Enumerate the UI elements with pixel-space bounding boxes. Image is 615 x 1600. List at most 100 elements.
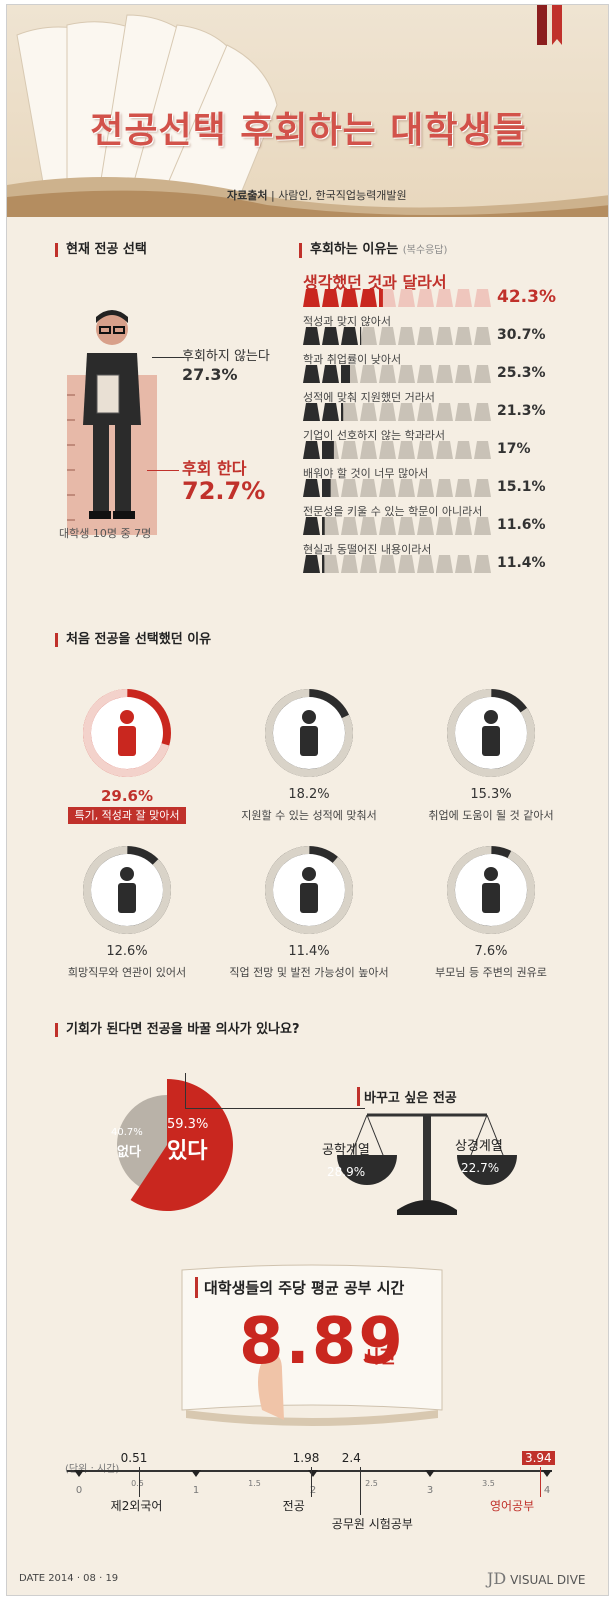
reason-cell (303, 403, 320, 421)
reason-cell (398, 289, 415, 307)
reason-cell (303, 517, 320, 535)
yes-pct: 59.3% (167, 1117, 209, 1132)
student-figure (67, 310, 157, 535)
no-regret-value: 27.3% (182, 365, 238, 384)
regret-reasons-title: 후회하는 이유는 (310, 242, 399, 257)
no-pct: 40.7% (111, 1127, 143, 1138)
reason-label: 학과 취업률이 낮아서 (303, 353, 402, 366)
desk-worker-icon (83, 846, 171, 934)
choice-value: 18.2% (288, 787, 330, 802)
reason-cell (417, 327, 434, 345)
choice-label-text: 부모님 등 주변의 권유로 (435, 966, 547, 979)
timeline-tick-mark (542, 1470, 552, 1477)
timeline-tick: 0.5 (131, 1479, 144, 1488)
reason-cell-partial (360, 327, 362, 345)
reason-label: 생각했던 것과 달라서 (303, 273, 447, 292)
connector-line (185, 1073, 365, 1109)
reason-cell (455, 555, 472, 573)
timeline-tick: 0 (75, 1485, 83, 1496)
timeline-tick-mark (74, 1470, 84, 1477)
reason-cell (455, 403, 472, 421)
reason-cell (474, 327, 491, 345)
study-hours: 8.89 (239, 1305, 405, 1379)
reason-cell (341, 289, 358, 307)
footer-brand: JD VISUAL DIVE (487, 1569, 586, 1588)
reason-label: 성적에 맞춰 지원했던 거라서 (303, 391, 435, 404)
choice-label: 희망직무와 연관이 있어서 (27, 964, 227, 980)
choice-label: 취업에 도움이 될 것 같아서 (391, 807, 591, 823)
reason-cell-partial (341, 365, 351, 383)
reason-cell (341, 517, 358, 535)
regret-reasons-heading: 후회하는 이유는 (복수응답) (299, 243, 447, 258)
advice-icon (447, 846, 535, 934)
regret-reasons-note: (복수응답) (402, 245, 448, 256)
reason-cell (436, 327, 453, 345)
timeline-tick-mark (308, 1470, 318, 1477)
reason-cell (436, 403, 453, 421)
timeline-value: 0.51 (120, 1451, 148, 1465)
reason-cell (341, 441, 358, 459)
reason-cell (303, 365, 320, 383)
reason-cell (322, 517, 339, 535)
right-pan (457, 1155, 517, 1185)
reason-cell (398, 365, 415, 383)
reason-cell (398, 479, 415, 497)
reason-cell (455, 327, 472, 345)
diploma-icon (265, 689, 353, 777)
reason-cell (474, 289, 491, 307)
reason-label: 전문성을 키울 수 있는 학문이 아니라서 (303, 505, 483, 518)
reason-cell (379, 327, 396, 345)
timeline-pointer (539, 1467, 541, 1497)
reason-value: 42.3% (497, 287, 556, 307)
reason-cell (436, 479, 453, 497)
choice-label-text: 지원할 수 있는 성적에 맞춰서 (241, 809, 377, 822)
source-label: 자료출처 (227, 189, 268, 202)
open-book (181, 1264, 443, 1426)
reason-cell (303, 479, 320, 497)
timeline-tick-mark (191, 1470, 201, 1477)
left-pan (337, 1155, 397, 1185)
reason-cell (436, 365, 453, 383)
reason-value: 21.3% (497, 403, 546, 419)
icon-glyph (118, 710, 136, 756)
timeline-item: 영어공부 (489, 1499, 535, 1513)
reason-label: 적성과 맞지 않아서 (303, 315, 391, 328)
reason-cell (360, 441, 377, 459)
choice-value: 29.6% (100, 787, 154, 805)
no-regret-line (152, 357, 184, 358)
timeline-item: 전공 (282, 1499, 305, 1513)
header: 전공선택 후회하는 대학생들 자료출처 | 사람인, 한국직업능력개발원 (7, 5, 608, 217)
reason-cell (322, 555, 339, 573)
reason-label: 기업이 선호하지 않는 학과라서 (303, 429, 446, 442)
regret-value: 72.7% (182, 477, 266, 505)
reason-value: 11.6% (497, 517, 546, 533)
reason-cell (398, 327, 415, 345)
yes-slice (130, 1079, 233, 1211)
scale-title: 바꾸고 싶은 전공 (357, 1087, 461, 1106)
reason-cell-partial (322, 479, 331, 497)
timeline-item: 제2외국어 (110, 1499, 163, 1513)
yes-label: 있다 (167, 1139, 208, 1164)
timeline-tick-mark (425, 1470, 435, 1477)
change-major-heading: 기회가 된다면 전공을 바꿀 의사가 있나요? (55, 1023, 300, 1037)
reason-cell (360, 327, 377, 345)
reason-cell-partial (322, 517, 325, 535)
choice-label: 특기, 적성과 잘 맞아서 (27, 807, 227, 824)
reason-cell (398, 517, 415, 535)
timeline-value: 2.4 (341, 1451, 361, 1465)
reason-cell (455, 479, 472, 497)
choice-label: 직업 전망 및 발전 가능성이 높아서 (209, 964, 409, 980)
reason-cell (379, 517, 396, 535)
reason-cell (398, 555, 415, 573)
reason-cell (322, 403, 339, 421)
reason-cell (455, 441, 472, 459)
reason-cell (417, 441, 434, 459)
reason-bar (303, 289, 491, 307)
timeline-tick: 3 (426, 1485, 434, 1496)
reason-cell (341, 403, 358, 421)
reason-cell (341, 479, 358, 497)
timeline-unit: (단위 : 시간) (65, 1464, 120, 1475)
choice-value: 15.3% (470, 787, 512, 802)
scale-left-value: 28.9% (327, 1165, 366, 1179)
reason-cell (379, 403, 396, 421)
